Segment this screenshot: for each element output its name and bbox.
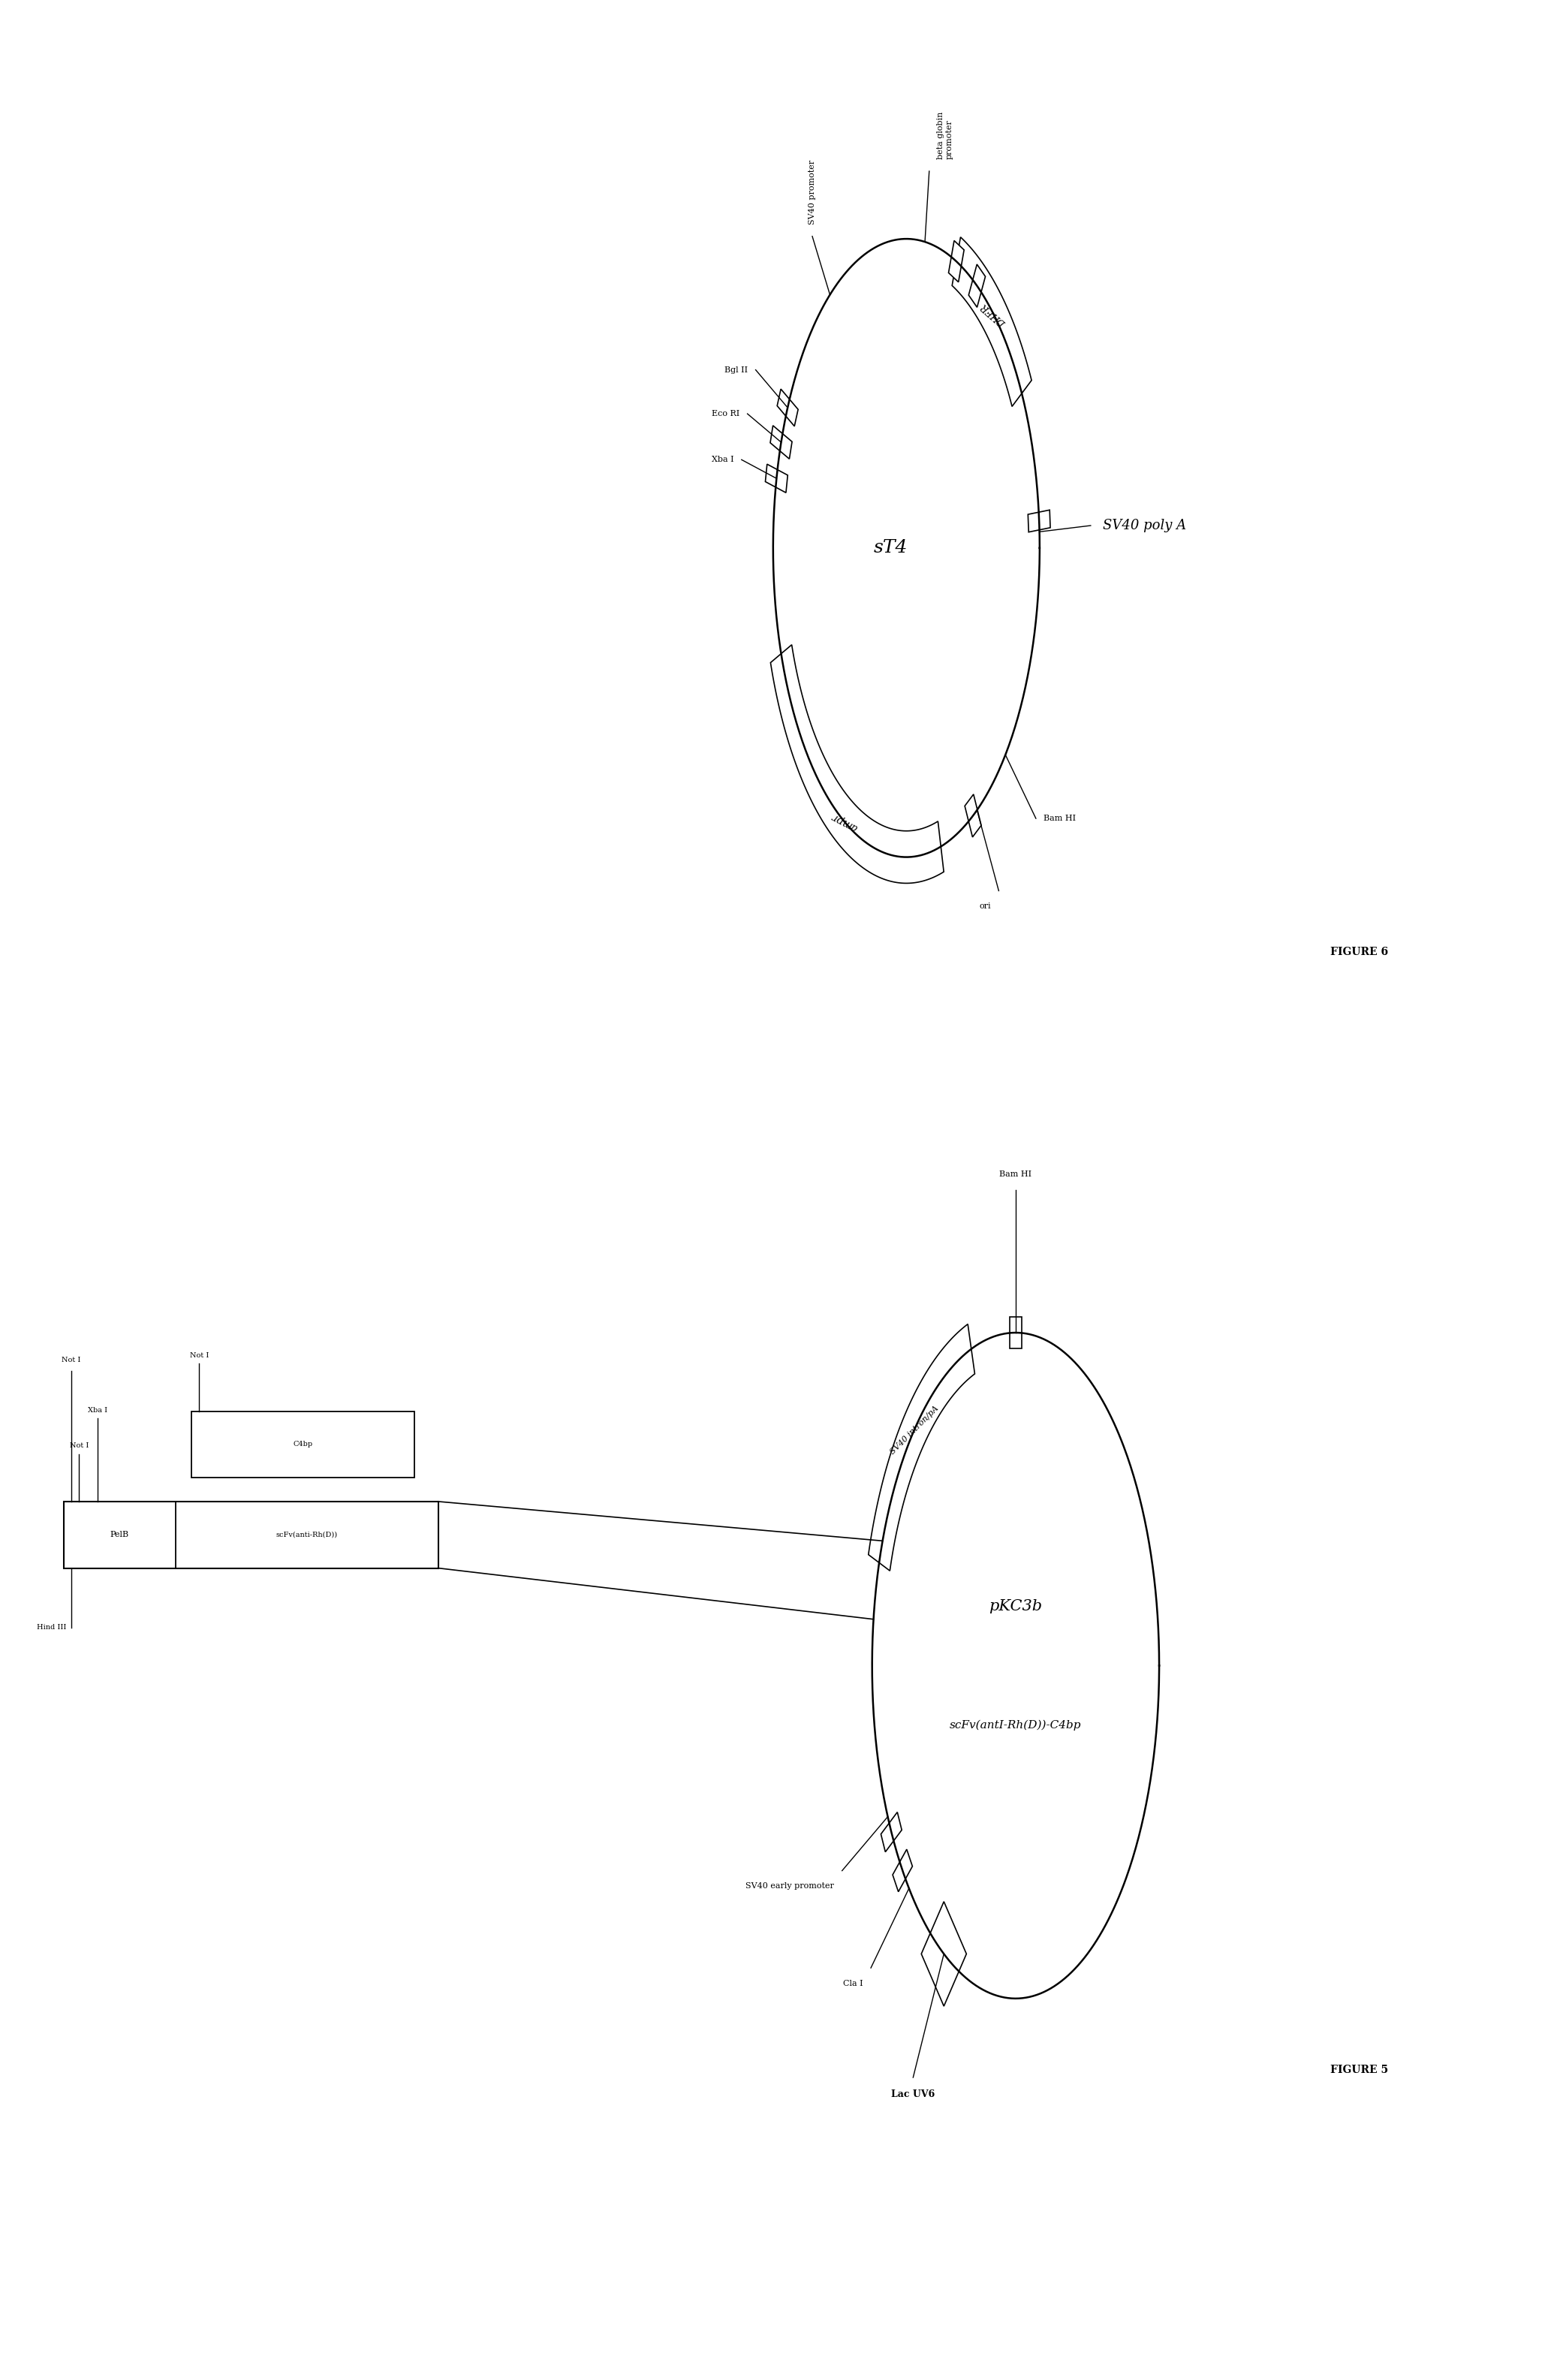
Text: Not I: Not I — [70, 1442, 89, 1449]
Text: SV40 poly A: SV40 poly A — [1103, 519, 1186, 533]
Polygon shape — [964, 795, 982, 838]
Text: Not I: Not I — [63, 1357, 81, 1364]
Text: Hind III: Hind III — [38, 1623, 67, 1630]
Polygon shape — [777, 388, 799, 426]
Text: C4bp: C4bp — [294, 1440, 313, 1447]
Text: Bam HI: Bam HI — [999, 1171, 1032, 1178]
Text: FIGURE 6: FIGURE 6 — [1330, 947, 1388, 957]
Polygon shape — [949, 240, 964, 283]
Polygon shape — [64, 1502, 438, 1568]
Polygon shape — [892, 1849, 913, 1892]
Text: SV40 intron/pA: SV40 intron/pA — [888, 1404, 939, 1457]
Text: Lac UV6: Lac UV6 — [891, 2090, 935, 2099]
Polygon shape — [1010, 1316, 1022, 1347]
Text: Xba I: Xba I — [711, 457, 733, 464]
Text: SV40 early promoter: SV40 early promoter — [746, 1883, 835, 1890]
Text: pKC3b: pKC3b — [989, 1599, 1043, 1614]
Polygon shape — [882, 1811, 902, 1852]
Polygon shape — [921, 1902, 966, 2006]
Text: Xba I: Xba I — [88, 1407, 108, 1414]
Text: SV40 promoter: SV40 promoter — [808, 159, 816, 224]
Polygon shape — [771, 426, 792, 459]
Text: FIGURE 5: FIGURE 5 — [1330, 2063, 1388, 2075]
Text: sT4: sT4 — [874, 540, 908, 557]
Text: Cla I: Cla I — [842, 1980, 863, 1987]
Polygon shape — [952, 238, 1032, 407]
Text: scFv(anti-Rh(D)): scFv(anti-Rh(D)) — [277, 1530, 338, 1537]
Text: Not I: Not I — [189, 1352, 209, 1359]
Text: ampr: ampr — [830, 812, 860, 833]
Polygon shape — [771, 645, 944, 883]
Text: Bgl II: Bgl II — [725, 367, 747, 374]
Text: beta globin
promoter: beta globin promoter — [936, 112, 953, 159]
Polygon shape — [766, 464, 788, 493]
Text: Eco RI: Eco RI — [711, 409, 739, 416]
Text: DHFR: DHFR — [980, 302, 1008, 328]
Text: scFv(antI-Rh(D))-C4bp: scFv(antI-Rh(D))-C4bp — [950, 1721, 1082, 1730]
Text: PelB: PelB — [111, 1530, 130, 1537]
Polygon shape — [192, 1411, 414, 1478]
Polygon shape — [869, 1323, 975, 1571]
Text: Bam HI: Bam HI — [1044, 814, 1075, 821]
Text: ori: ori — [978, 902, 991, 909]
Polygon shape — [1028, 509, 1050, 533]
Polygon shape — [969, 264, 985, 307]
